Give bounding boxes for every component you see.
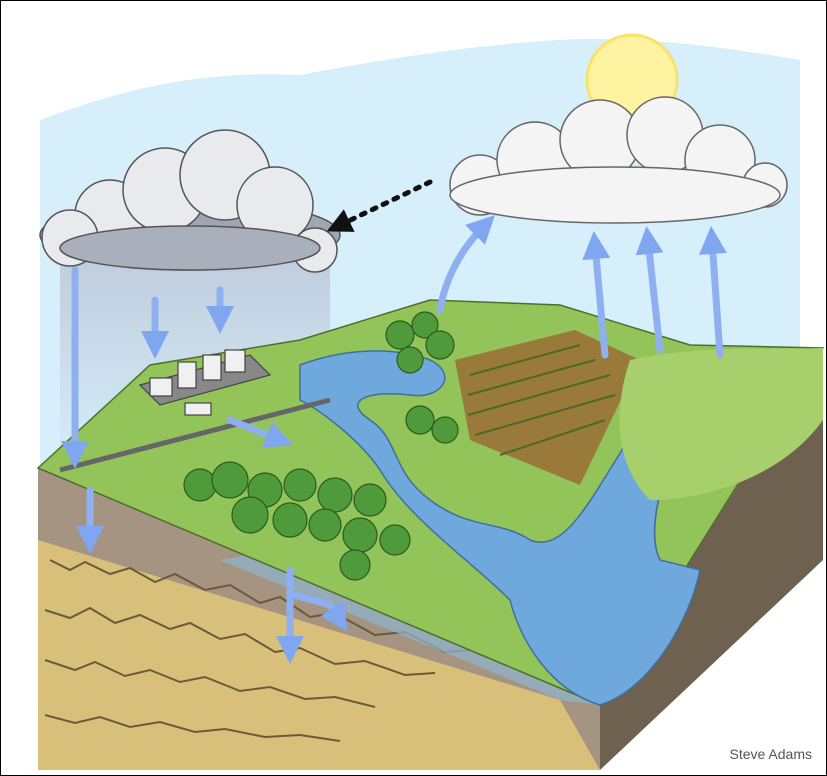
trees [183,311,459,581]
hill [619,348,823,500]
white-cloud [449,96,788,224]
credit: Steve Adams [730,746,813,762]
rain-cloud [39,129,341,273]
crop-field [455,330,640,485]
flow-arrows [61,215,727,664]
advection-arrow [326,179,433,232]
buildings [138,349,272,416]
road [59,397,331,473]
crop-rows [467,344,616,456]
rock-layer [38,540,600,770]
